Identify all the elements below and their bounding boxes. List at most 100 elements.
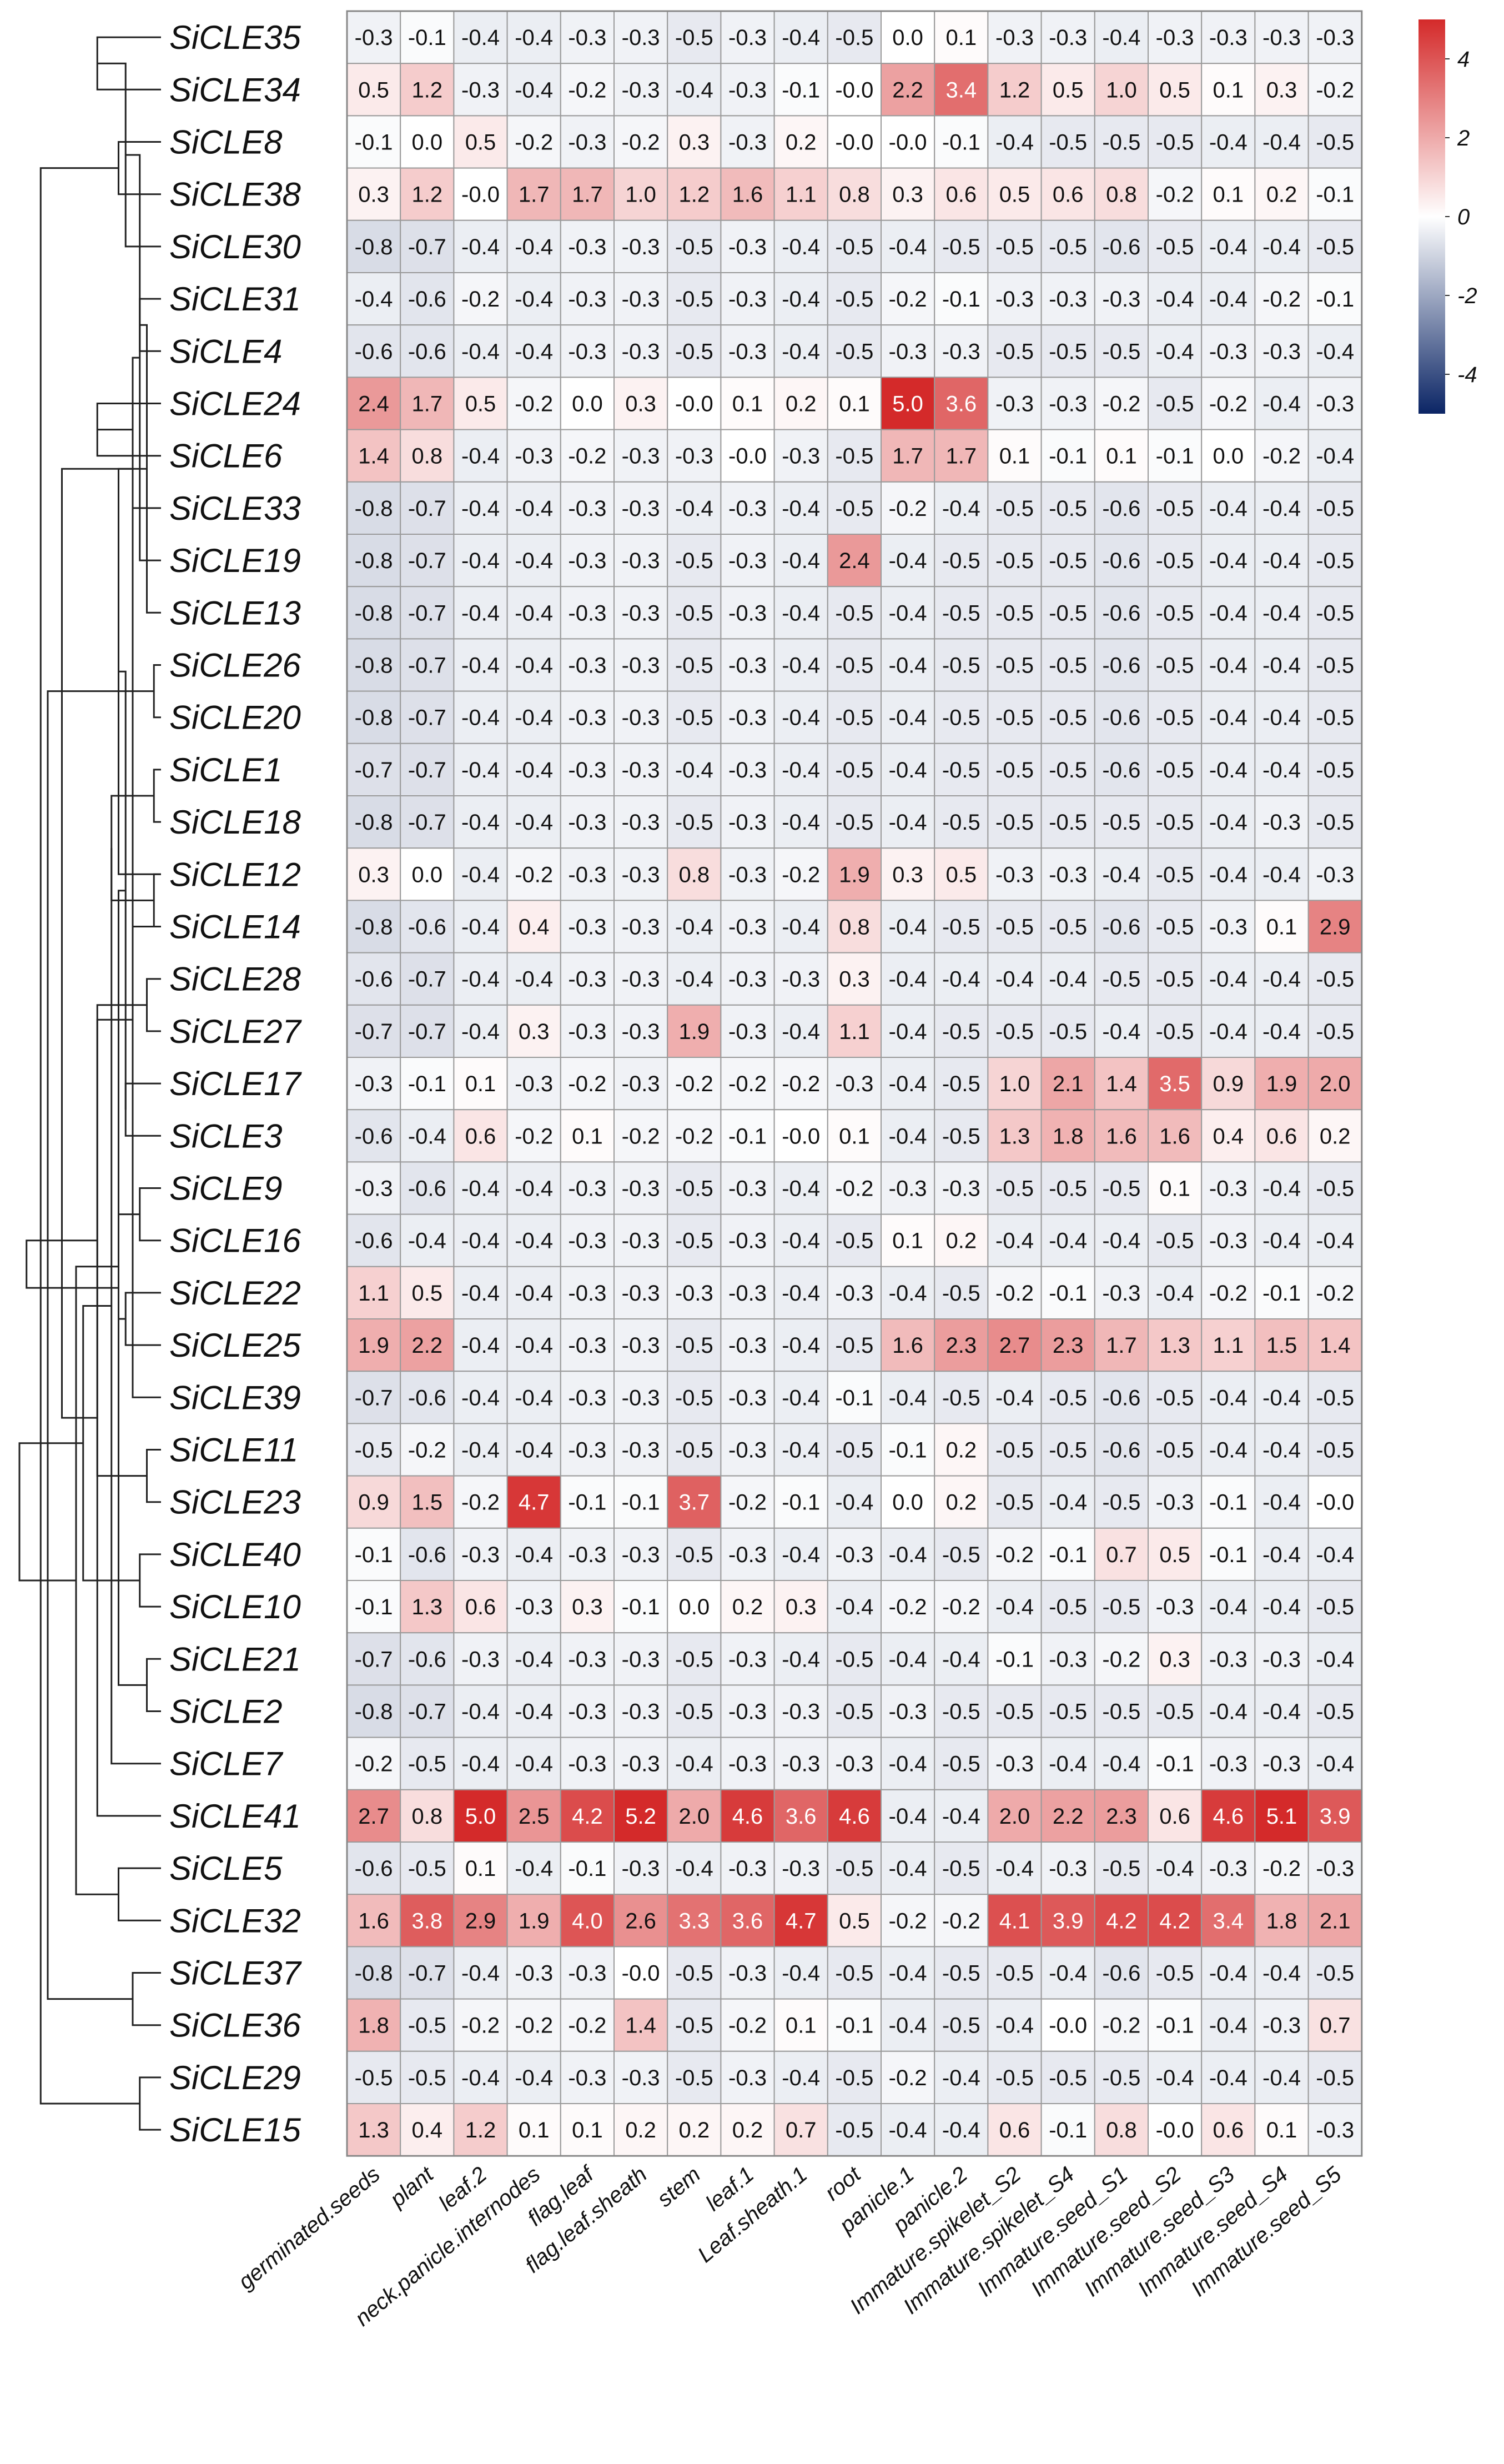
heatmap-cell <box>506 1580 561 1634</box>
cell-value-label: -0.5 <box>942 1124 980 1148</box>
cell-value-label: -0.3 <box>728 235 767 259</box>
cell-value-label: -0.4 <box>515 654 553 678</box>
heatmap-cell <box>400 167 455 221</box>
cell-value-label: -0.5 <box>1156 706 1194 730</box>
heatmap-cell <box>827 167 882 221</box>
heatmap-cell <box>1040 377 1095 430</box>
cell-value-label: 3.4 <box>945 78 977 102</box>
cell-value-label: -0.2 <box>568 2014 606 2038</box>
cell-value-label: -0.3 <box>728 1752 767 1777</box>
heatmap-cell <box>400 2103 455 2157</box>
heatmap-cell <box>613 429 668 483</box>
heatmap-cell <box>827 1894 882 1948</box>
heatmap-cell <box>881 167 935 221</box>
row-label: SiCLE3 <box>169 1117 282 1155</box>
dendrogram-branch <box>153 664 161 719</box>
heatmap-cell <box>613 1109 668 1163</box>
cell-value-label: -0.3 <box>568 862 606 887</box>
cell-value-label: -0.5 <box>835 1333 873 1358</box>
cell-value-label: -0.4 <box>1262 392 1301 416</box>
heatmap-cell <box>400 1580 455 1634</box>
cell-value-label: -0.3 <box>1316 1856 1354 1881</box>
heatmap-cell <box>1148 324 1203 378</box>
cell-value-label: -0.4 <box>675 967 713 992</box>
heatmap-cell <box>453 481 508 535</box>
cell-value-label: 4.7 <box>519 1491 550 1515</box>
cell-value-label: -0.3 <box>1156 1595 1194 1619</box>
cell-value-label: -0.8 <box>355 549 393 573</box>
heatmap-cell <box>1201 1789 1256 1843</box>
heatmap-cell <box>827 63 882 117</box>
cell-value-label: -0.4 <box>1262 1020 1301 1044</box>
heatmap-cell <box>560 377 615 430</box>
cell-value-label: -0.5 <box>355 2066 393 2090</box>
cell-value-label: 0.3 <box>892 862 923 887</box>
cell-value-label: -0.8 <box>355 496 393 521</box>
cell-value-label: 0.1 <box>945 26 977 50</box>
cell-value-label: 0.1 <box>465 1856 496 1881</box>
cell-value-label: 0.5 <box>1159 78 1190 102</box>
cell-value-label: -0.3 <box>568 496 606 521</box>
cell-value-label: -0.5 <box>1156 1438 1194 1463</box>
heatmap-cell <box>1307 1737 1362 1790</box>
cell-value-label: -0.3 <box>1209 915 1248 940</box>
heatmap-cell <box>720 1894 775 1948</box>
cell-value-label: 1.3 <box>358 2118 389 2142</box>
cell-value-label: -0.3 <box>728 706 767 730</box>
cell-value-label: -0.5 <box>675 1647 713 1672</box>
cell-value-label: -0.4 <box>675 496 713 521</box>
cell-value-label: -0.4 <box>1102 862 1140 887</box>
cell-value-label: 0.4 <box>519 915 550 940</box>
cell-value-label: -0.3 <box>1209 1177 1248 1201</box>
cell-value-label: -0.4 <box>889 601 927 625</box>
cell-value-label: -0.4 <box>1209 131 1248 155</box>
heatmap-cell <box>827 1946 882 2000</box>
cell-value-label: -0.4 <box>1316 444 1354 469</box>
cell-value-label: 1.1 <box>839 1020 870 1044</box>
cell-value-label: -0.3 <box>568 1229 606 1253</box>
cell-value-label: -0.1 <box>942 131 980 155</box>
cell-value-label: -0.5 <box>1102 1595 1140 1619</box>
heatmap-cell <box>613 1632 668 1686</box>
cell-value-label: -0.4 <box>1262 654 1301 678</box>
heatmap-cell <box>453 429 508 483</box>
heatmap-cell <box>560 742 615 797</box>
heatmap-cell <box>1254 1527 1309 1582</box>
heatmap-cell <box>1254 1109 1309 1163</box>
cell-value-label: -0.5 <box>995 758 1034 782</box>
heatmap-cell <box>1148 1946 1203 2000</box>
heatmap-cell <box>613 63 668 117</box>
cell-value-label: -0.3 <box>568 1438 606 1463</box>
heatmap-cell <box>1254 1789 1309 1843</box>
cell-value-label: -0.2 <box>461 2014 500 2038</box>
legend-tick-label: 0 <box>1457 205 1470 229</box>
cell-value-label: -0.3 <box>622 1647 660 1672</box>
cell-value-label: -0.4 <box>1262 235 1301 259</box>
cell-value-label: 0.9 <box>358 1491 389 1515</box>
dendrogram-branch <box>124 1292 161 1346</box>
heatmap-cell <box>346 1789 401 1843</box>
cell-value-label: -0.1 <box>1316 183 1354 207</box>
cell-value-label: -0.3 <box>728 1020 767 1044</box>
cell-value-label: -0.4 <box>1316 1543 1354 1567</box>
cell-value-label: 0.8 <box>411 444 442 469</box>
cell-value-label: -0.3 <box>1316 392 1354 416</box>
cell-value-label: 1.6 <box>1106 1124 1137 1148</box>
cell-value-label: 0.3 <box>786 1595 817 1619</box>
cell-value-label: -0.3 <box>1209 1229 1248 1253</box>
cell-value-label: 0.5 <box>358 78 389 102</box>
heatmap-cell <box>1307 742 1362 797</box>
heatmap-cell <box>613 742 668 797</box>
cell-value-label: -0.3 <box>728 2066 767 2090</box>
heatmap-cell <box>667 1213 722 1267</box>
cell-value-label: -0.5 <box>942 1020 980 1044</box>
cell-value-label: 0.1 <box>1266 2118 1297 2142</box>
cell-value-label: -0.4 <box>1262 758 1301 782</box>
heatmap-cell <box>987 795 1042 849</box>
cell-value-label: -0.4 <box>408 1229 446 1253</box>
cell-value-label: -0.4 <box>515 2066 553 2090</box>
cell-value-label: -0.6 <box>1102 601 1140 625</box>
cell-value-label: -0.3 <box>1209 1856 1248 1881</box>
heatmap-cell <box>1307 1213 1362 1267</box>
